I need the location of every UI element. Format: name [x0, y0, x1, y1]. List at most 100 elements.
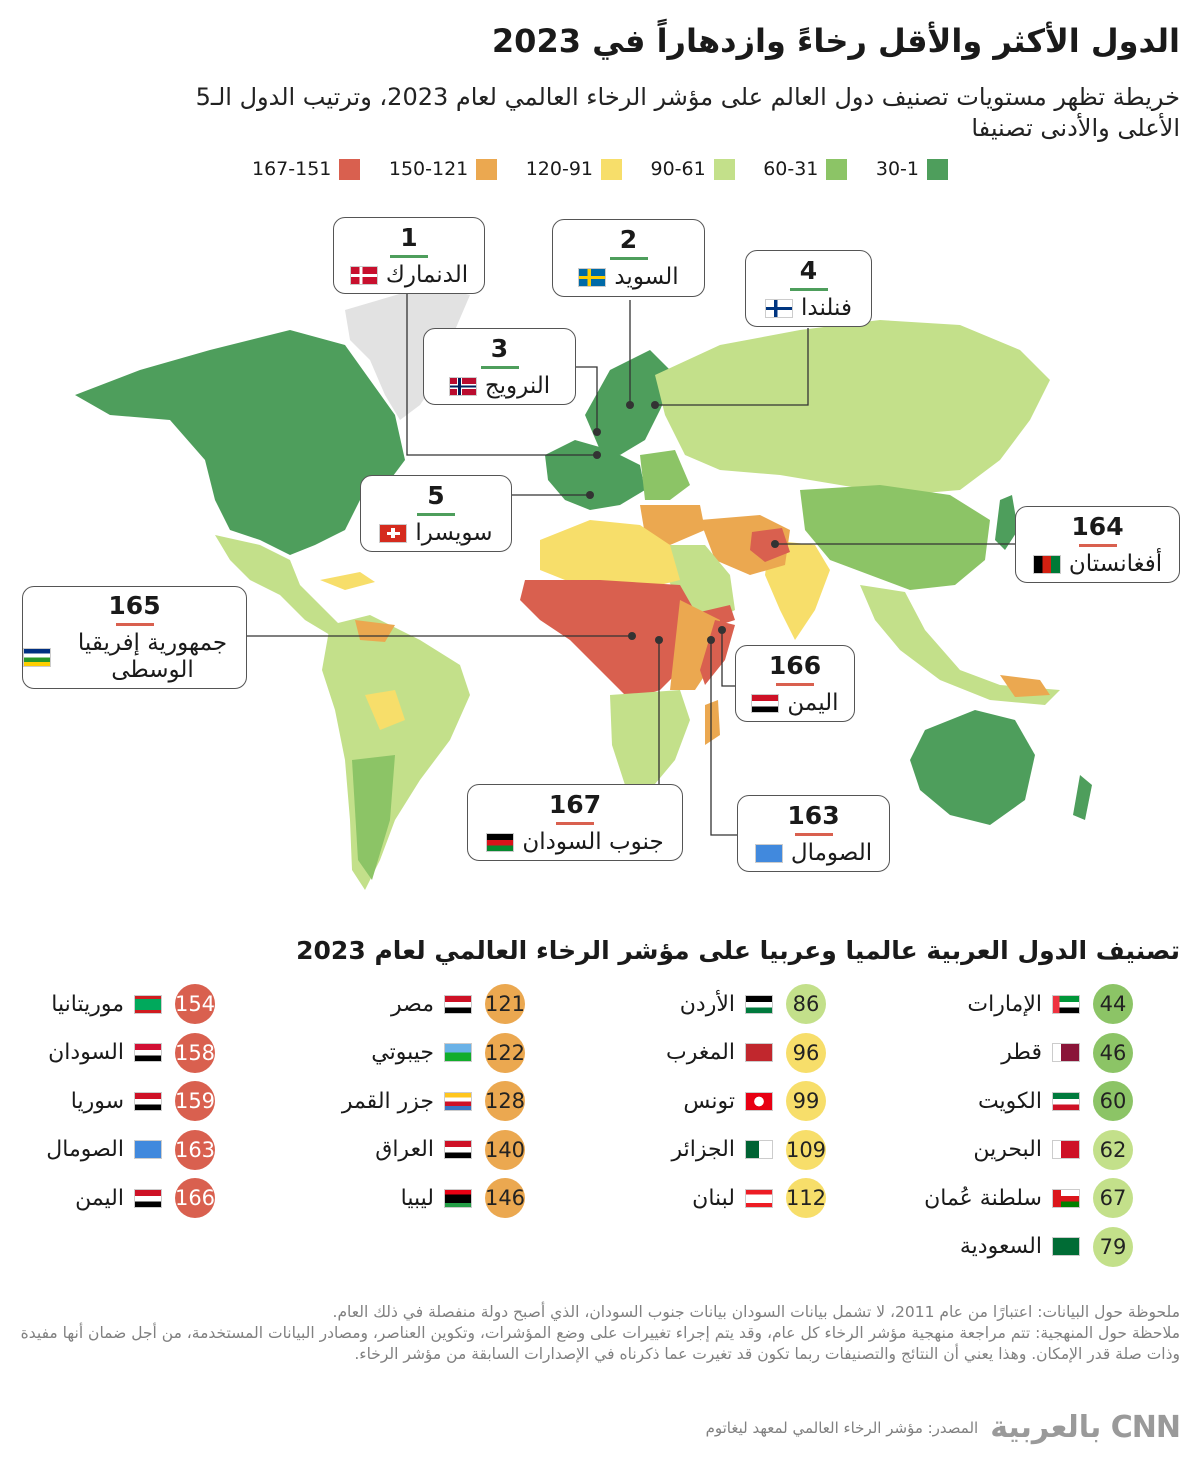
methodology-note: ملاحظة حول المنهجية: تتم مراجعة منهجية م…: [20, 1324, 1180, 1363]
sweden-flag-icon: [578, 268, 607, 287]
arab-rank-column: 121 مصر 122 جيبوتي 128 جزر القمر 140 العراق 146 ل…: [312, 980, 572, 1223]
world-map-svg: [75, 285, 1092, 890]
arabia: [660, 545, 735, 625]
page-title: الدول الأكثر والأقل رخاءً وازدهاراً في 2…: [491, 22, 1180, 60]
callout-country: جنوب السودان: [486, 828, 664, 856]
arab-rank-row: 158 السودان: [2, 1029, 262, 1078]
legend-item: 90-61: [651, 158, 735, 180]
footer: CNN بالعربية المصدر: مؤشر الرخاء العالمي…: [706, 1410, 1181, 1445]
legend-swatch: [826, 158, 848, 180]
country-name: الإمارات: [967, 991, 1042, 1017]
turkey-levant: [640, 505, 705, 545]
legend-swatch: [927, 158, 948, 180]
arab-rank-row: 159 سوريا: [2, 1077, 262, 1126]
oman-flag-icon: [1052, 1188, 1080, 1208]
callout-south-sudan: 167 جنوب السودان: [467, 784, 683, 861]
country-name: البحرين: [973, 1137, 1042, 1163]
switzerland-flag-icon: [379, 523, 408, 543]
callout-country-name: السويد: [614, 264, 679, 290]
finland-flag-icon: [765, 298, 794, 318]
yemen-flag-icon: [134, 1188, 162, 1208]
afghanistan-flag-icon: [1032, 554, 1061, 574]
legend-label: 167-151: [252, 158, 332, 180]
somalia-flag-icon: [754, 843, 783, 863]
australia: [910, 710, 1035, 825]
callout-country-name: اليمن: [787, 689, 839, 716]
country-name: مصر: [390, 991, 434, 1017]
arab-rank-column: 44 الإمارات 46 قطر 60 الكويت 62 البحرين 67 سلطنة …: [920, 980, 1180, 1271]
callout-country-name: النرويج: [484, 372, 551, 399]
arab-rank-row: 128 جزر القمر: [312, 1077, 572, 1126]
legend-swatch: [713, 158, 735, 180]
callout-country-name: أفغانستان: [1068, 550, 1163, 577]
legend-label: 30-1: [875, 158, 919, 180]
callout-sweden: 2 السويد: [552, 219, 705, 297]
arab-rank-row: 60 الكويت: [920, 1077, 1180, 1126]
japan: [995, 495, 1018, 550]
somalia-flag-icon: [134, 1140, 162, 1160]
legend-item: 167-151: [252, 158, 361, 180]
callout-country: السويد: [578, 264, 679, 291]
callout-norway: 3 النرويج: [423, 328, 576, 405]
arab-rank-column: 86 الأردن 96 المغرب 99 تونس 109 الجزائر 112 لبنان: [613, 980, 873, 1223]
eastern-europe: [640, 450, 690, 500]
legend-swatch: [339, 158, 361, 180]
rank-badge: 99: [786, 1081, 826, 1122]
russia: [655, 320, 1050, 495]
rank-badge: 159: [175, 1081, 215, 1122]
country-name: جزر القمر: [341, 1088, 434, 1114]
data-note: ملحوظة حول البيانات: اعتبارًا من عام 201…: [332, 1303, 1180, 1321]
north-africa: [540, 520, 680, 590]
new-zealand: [1073, 775, 1092, 820]
rank-badge: 109: [786, 1129, 826, 1170]
rank-badge: 79: [1093, 1226, 1133, 1267]
south-sudan-flag-icon: [486, 832, 515, 852]
rank-badge: 44: [1093, 984, 1133, 1025]
rank-badge: 146: [485, 1178, 525, 1219]
legend-swatch: [476, 158, 498, 180]
algeria-flag-icon: [745, 1140, 773, 1160]
country-name: لبنان: [692, 1185, 735, 1211]
arab-rank-row: 146 ليبيا: [312, 1174, 572, 1223]
arab-rank-row: 154 موريتانيا: [2, 980, 262, 1029]
callout-country-name: سويسرا: [415, 519, 493, 546]
western-europe: [545, 440, 645, 510]
country-name: الكويت: [977, 1088, 1042, 1114]
rank-badge: 60: [1093, 1081, 1133, 1122]
kuwait-flag-icon: [1052, 1091, 1080, 1111]
rank-badge: 67: [1093, 1178, 1133, 1219]
car-flag-icon: [23, 647, 51, 667]
morocco-flag-icon: [745, 1043, 773, 1063]
papua: [1000, 675, 1050, 697]
arab-rank-row: 62 البحرين: [920, 1126, 1180, 1175]
rank-badge: 158: [175, 1032, 215, 1073]
callout-country: اليمن: [751, 689, 839, 717]
legend-item: 150-121: [388, 158, 498, 180]
legend-label: 90-61: [650, 158, 706, 180]
callout-underline: [776, 682, 814, 686]
callout-underline: [556, 821, 594, 825]
legend-swatch: [601, 158, 623, 180]
sudan-flag-icon: [134, 1043, 162, 1063]
country-name: المغرب: [666, 1040, 735, 1066]
rank-badge: 96: [786, 1032, 826, 1073]
rank-badge: 163: [175, 1129, 215, 1170]
callout-underline: [390, 254, 428, 258]
country-name: السودان: [48, 1040, 124, 1066]
tunisia-flag-icon: [745, 1091, 773, 1111]
legend-item: 120-91: [526, 158, 623, 180]
country-name: الأردن: [679, 991, 735, 1017]
country-name: سوريا: [70, 1088, 124, 1114]
legend-label: 150-121: [388, 158, 469, 180]
country-name: اليمن: [75, 1185, 124, 1211]
callout-rank: 163: [787, 800, 840, 830]
rank-badge: 122: [485, 1032, 525, 1073]
callout-country-name: جنوب السودان: [522, 828, 664, 855]
rank-badge: 128: [485, 1081, 525, 1122]
callout-country: جمهورية إفريقيا الوسطى: [23, 630, 246, 684]
callout-leader-dots: [586, 401, 779, 644]
arab-section-title: تصنيف الدول العربية عالميا وعربيا على مؤ…: [296, 936, 1180, 965]
arab-rank-row: 109 الجزائر: [613, 1126, 873, 1175]
map-legend: 30-1 60-31 90-61 120-91 150-121 167-151: [252, 158, 948, 180]
country-name: قطر: [1001, 1040, 1042, 1066]
